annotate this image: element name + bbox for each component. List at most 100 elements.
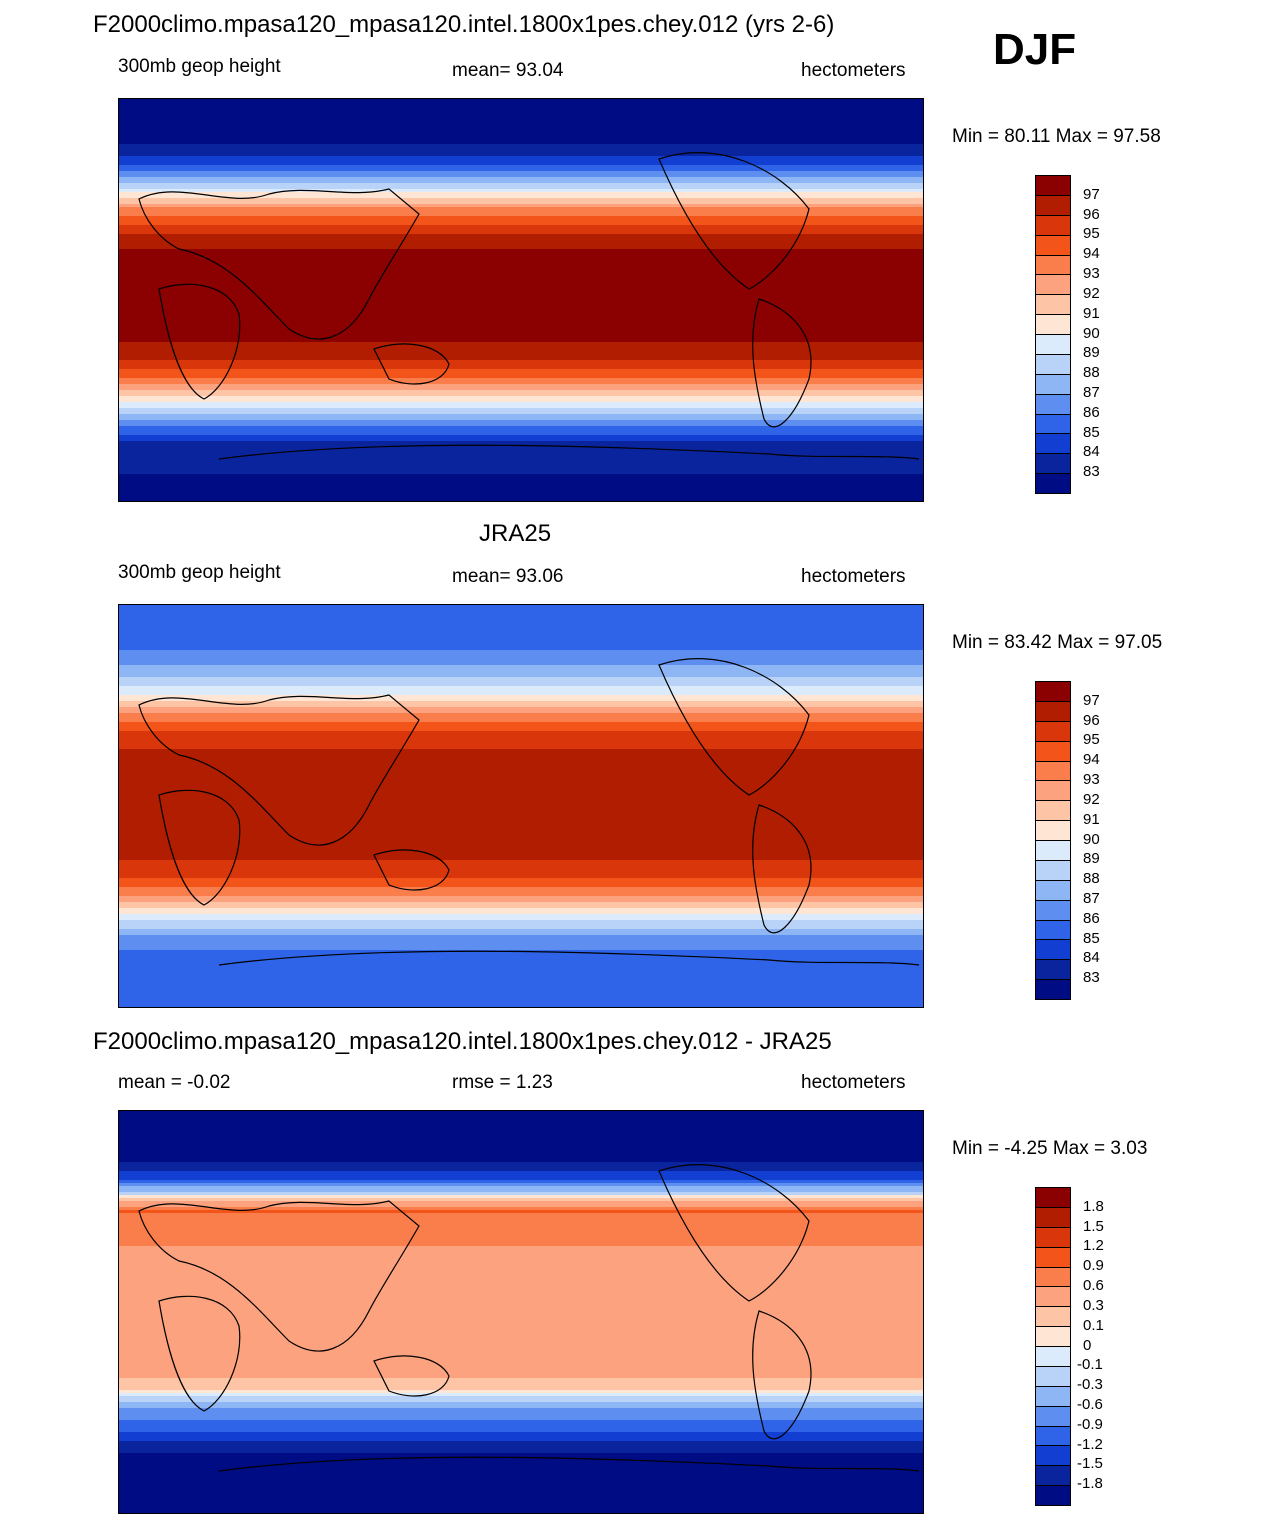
coastline: [138, 694, 420, 846]
field-band: [119, 1192, 923, 1196]
field-band: [119, 1288, 923, 1292]
field-band: [119, 1336, 923, 1340]
field-band: [119, 731, 923, 735]
field-band: [119, 611, 923, 615]
coastline: [373, 343, 450, 385]
colorbar-swatch: [1036, 354, 1070, 375]
field-band: [119, 677, 923, 681]
colorbar-swatch: [1036, 960, 1070, 981]
field-band: [119, 417, 923, 421]
field-band: [119, 719, 923, 723]
colorbar-swatch: [1036, 434, 1070, 455]
field-band: [119, 1231, 923, 1235]
field-band: [119, 722, 923, 726]
colorbar-label: 86: [1083, 403, 1100, 421]
field-band: [119, 683, 923, 687]
colorbar-swatch: [1036, 781, 1070, 802]
colorbar-swatch: [1036, 1366, 1070, 1387]
field-band: [119, 111, 923, 115]
field-band: [119, 276, 923, 280]
field-band: [119, 914, 923, 918]
field-band: [119, 1396, 923, 1400]
colorbar-swatch: [1036, 721, 1070, 742]
coastline: [752, 1310, 812, 1440]
field-band: [119, 860, 923, 864]
field-band: [119, 1004, 923, 1007]
panel-2-title: JRA25: [479, 520, 552, 547]
colorbar-swatch: [1036, 1267, 1070, 1288]
field-band: [119, 168, 923, 172]
field-band: [119, 893, 923, 897]
field-band: [119, 905, 923, 909]
field-band: [119, 995, 923, 999]
field-band: [119, 947, 923, 951]
field-band: [119, 770, 923, 774]
colorbar-label: 88: [1083, 364, 1100, 382]
colorbar-swatch: [1036, 1446, 1070, 1467]
field-band: [119, 881, 923, 885]
field-band: [119, 189, 923, 193]
field-band: [119, 1264, 923, 1268]
field-band: [119, 821, 923, 825]
field-band: [119, 971, 923, 975]
field-band: [119, 785, 923, 789]
field-band: [119, 1450, 923, 1454]
colorbar-swatch: [1036, 1307, 1070, 1328]
field-band: [119, 1465, 923, 1469]
field-band: [119, 324, 923, 328]
field-band: [119, 465, 923, 469]
field-band: [119, 680, 923, 684]
field-band: [119, 456, 923, 460]
field-band: [119, 1501, 923, 1505]
field-band: [119, 147, 923, 151]
colorbar-swatch: [1036, 701, 1070, 722]
field-band: [119, 288, 923, 292]
field-band: [119, 180, 923, 184]
field-band: [119, 1273, 923, 1277]
field-band: [119, 638, 923, 642]
panel-3-colorbar: [1035, 1187, 1071, 1506]
field-band: [119, 480, 923, 484]
field-band: [119, 219, 923, 223]
field-band: [119, 207, 923, 211]
colorbar-swatch: [1036, 1466, 1070, 1487]
field-band: [119, 1372, 923, 1376]
field-band: [119, 1312, 923, 1316]
field-band: [119, 234, 923, 238]
field-band: [119, 1300, 923, 1304]
field-band: [119, 1195, 923, 1199]
field-band: [119, 186, 923, 190]
field-band: [119, 605, 923, 609]
field-band: [119, 354, 923, 358]
field-band: [119, 177, 923, 181]
field-band: [119, 1444, 923, 1448]
field-band: [119, 665, 923, 669]
field-band: [119, 1387, 923, 1391]
field-band: [119, 468, 923, 472]
field-band: [119, 474, 923, 478]
field-band: [119, 363, 923, 367]
colorbar-label: 92: [1083, 790, 1100, 808]
colorbar-label: -1.5: [1077, 1455, 1103, 1473]
field-band: [119, 1402, 923, 1406]
field-band: [119, 1462, 923, 1466]
field-band: [119, 614, 923, 618]
field-band: [119, 1222, 923, 1226]
field-band: [119, 1285, 923, 1289]
colorbar-label: 83: [1083, 969, 1100, 987]
field-band: [119, 195, 923, 199]
field-band: [119, 132, 923, 136]
field-band: [119, 108, 923, 112]
field-band: [119, 698, 923, 702]
field-band: [119, 626, 923, 630]
field-band: [119, 165, 923, 169]
colorbar-swatch: [1036, 1188, 1070, 1208]
colorbar-label: 91: [1083, 304, 1100, 322]
field-band: [119, 710, 923, 714]
field-band: [119, 854, 923, 858]
field-band: [119, 102, 923, 106]
field-band: [119, 1315, 923, 1319]
field-band: [119, 818, 923, 822]
field-band: [119, 396, 923, 400]
colorbar-swatch: [1036, 255, 1070, 276]
